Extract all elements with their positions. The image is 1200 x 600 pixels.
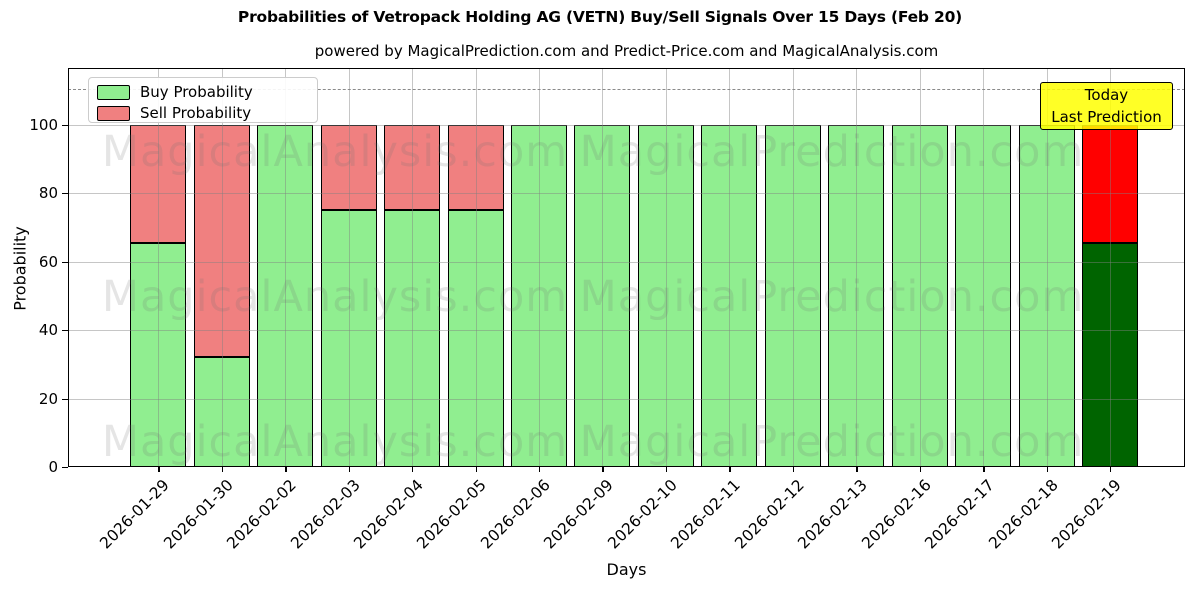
bar-segment-buy-2026-02-03	[320, 210, 377, 467]
bar-segment-buy-2026-02-05	[447, 210, 504, 467]
v-gridline	[539, 68, 540, 467]
bar-segment-buy-2026-02-02	[257, 124, 314, 467]
x-tick-mark	[602, 467, 604, 472]
x-tick-mark	[1046, 467, 1048, 472]
today-annotation-line2: Last Prediction	[1051, 108, 1162, 126]
y-tick-mark	[62, 330, 68, 332]
h-gridline	[68, 330, 1185, 331]
v-gridline	[475, 68, 477, 467]
h-gridline	[68, 261, 1185, 263]
chart-subtitle: powered by MagicalPrediction.com and Pre…	[314, 42, 939, 60]
h-gridline	[68, 193, 1185, 194]
v-gridline	[221, 68, 223, 467]
chart-title: Probabilities of Vetropack Holding AG (V…	[237, 8, 963, 26]
legend-sell-label: Sell Probability	[140, 104, 252, 122]
buy-color-swatch	[97, 84, 130, 100]
y-tick-label-100: 100	[29, 115, 58, 134]
watermark-text: MagicalAnalysis.com	[101, 127, 569, 177]
h-gridline	[68, 398, 1185, 400]
bar-segment-sell-2026-01-29	[130, 124, 187, 243]
y-tick-mark	[62, 398, 68, 400]
x-tick-mark	[729, 467, 731, 472]
v-gridline	[983, 68, 985, 467]
bar-segment-buy-2026-02-19	[1082, 242, 1139, 467]
sell-color-swatch	[97, 105, 130, 121]
x-tick-mark	[539, 467, 541, 472]
v-gridline	[412, 68, 414, 467]
y-tick-mark	[62, 124, 68, 126]
v-gridline	[919, 68, 921, 467]
bar-segment-buy-2026-02-04	[384, 210, 441, 467]
bar-segment-buy-2026-01-29	[130, 242, 187, 467]
x-tick-mark	[158, 467, 160, 472]
y-tick-label-80: 80	[38, 184, 58, 202]
h-gridline	[68, 124, 1185, 126]
threshold-dashed-line	[68, 89, 1185, 90]
x-axis-label: Days	[606, 560, 647, 579]
x-tick-mark	[221, 467, 224, 472]
x-tick-mark	[919, 467, 922, 472]
legend-entry-buy: Buy Probability	[97, 83, 317, 101]
legend-entry-sell: Sell Probability	[97, 104, 317, 122]
x-tick-mark	[412, 467, 414, 472]
bar-segment-sell-2026-02-04	[384, 124, 441, 211]
watermark-text: MagicalPrediction.com	[579, 127, 1085, 177]
x-tick-mark	[475, 467, 477, 472]
v-gridline	[729, 68, 731, 467]
v-gridline	[665, 68, 667, 467]
y-tick-label-40: 40	[38, 321, 58, 339]
bar-segment-buy-2026-02-06	[511, 124, 567, 467]
bar-segment-buy-2026-02-09	[574, 124, 631, 467]
y-tick-mark	[62, 193, 68, 195]
x-tick-mark	[983, 467, 985, 472]
v-gridline	[1046, 68, 1048, 467]
x-tick-mark	[1110, 467, 1112, 472]
v-gridline	[602, 68, 604, 467]
bar-segment-sell-2026-02-03	[320, 124, 377, 211]
y-tick-mark	[62, 261, 68, 263]
bar-segment-buy-2026-02-16	[891, 124, 948, 467]
bar-segment-buy-2026-02-11	[701, 124, 758, 467]
bar-segment-buy-2026-02-10	[637, 124, 694, 467]
watermark-text: MagicalPrediction.com	[579, 272, 1085, 322]
x-tick-mark	[348, 467, 351, 472]
y-tick-label-60: 60	[38, 252, 58, 271]
bar-segment-buy-2026-02-12	[764, 124, 821, 467]
v-gridline	[856, 68, 858, 467]
today-annotation-line1: Today	[1084, 86, 1129, 104]
bar-segment-sell-2026-01-30	[193, 124, 250, 358]
v-gridline	[158, 68, 160, 467]
y-tick-label-0: 0	[48, 458, 58, 476]
x-tick-mark	[665, 467, 668, 472]
x-tick-mark	[285, 467, 287, 472]
bar-segment-sell-2026-02-05	[447, 124, 504, 211]
v-gridline	[348, 68, 350, 467]
bar-segment-buy-2026-02-17	[955, 124, 1012, 467]
bar-segment-buy-2026-01-30	[193, 357, 250, 467]
x-tick-mark	[856, 467, 858, 472]
v-gridline	[792, 68, 794, 467]
legend-buy-label: Buy Probability	[140, 83, 253, 101]
y-axis-label: Probability	[10, 226, 30, 311]
v-gridline	[1110, 68, 1112, 467]
today-annotation-box: Today Last Prediction	[1040, 82, 1173, 130]
v-gridline	[285, 68, 287, 467]
bar-segment-buy-2026-02-18	[1018, 124, 1075, 467]
y-tick-label-20: 20	[38, 389, 58, 408]
y-tick-mark	[62, 467, 68, 469]
watermark-text: MagicalPrediction.com	[579, 417, 1085, 467]
bar-segment-sell-2026-02-19	[1082, 124, 1139, 243]
watermark-text: MagicalAnalysis.com	[101, 272, 569, 322]
watermark-text: MagicalAnalysis.com	[101, 417, 569, 467]
x-tick-mark	[792, 467, 795, 472]
legend: Buy Probability Sell Probability	[88, 77, 318, 123]
